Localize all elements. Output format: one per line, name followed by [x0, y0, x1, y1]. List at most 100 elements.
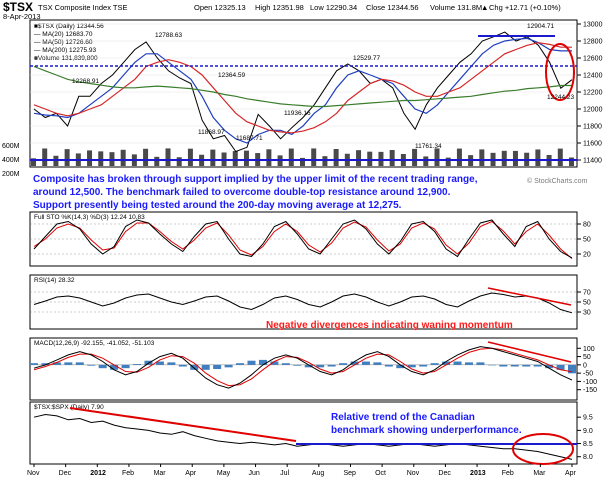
- x-tick-9: Aug: [312, 470, 325, 477]
- volume-bar: [569, 157, 574, 166]
- price-tick-0: 13000: [583, 22, 603, 29]
- macd-histogram-bar: [213, 364, 222, 369]
- volume-bar: [445, 157, 451, 166]
- sto-tick-1: 50: [583, 237, 591, 244]
- macd-line: [33, 346, 573, 389]
- x-tick-2: 2012: [90, 470, 106, 477]
- callout-line-3: Support presently being tested around th…: [33, 200, 402, 211]
- macd-histogram-bar: [350, 361, 359, 365]
- macd-histogram-bar: [407, 364, 416, 368]
- open-value: Open 12325.13: [194, 3, 246, 12]
- chart-symbol: $TSX: [3, 0, 33, 14]
- macd-signal-line: [33, 347, 573, 387]
- rel-tick-0: 9.5: [583, 415, 593, 422]
- legend-volume: ■Volume 131,839,800: [34, 55, 98, 62]
- macd-tick-2: 0: [583, 362, 587, 369]
- sto-d-line: [33, 220, 573, 259]
- rel-callout-line-1: Relative trend of the Canadian: [331, 412, 475, 423]
- x-tick-6: May: [217, 470, 231, 477]
- macd-histogram-bar: [464, 362, 473, 365]
- volume-bar: [479, 149, 485, 166]
- rsi-tick-2: 30: [583, 310, 591, 317]
- price-lines: [33, 31, 573, 153]
- price-label-12904: 12904.71: [527, 23, 554, 30]
- macd-histogram-bar: [304, 364, 313, 368]
- rsi-title: RSI(14) 28.32: [34, 277, 75, 284]
- volume-bar: [154, 156, 160, 166]
- x-tick-8: Jul: [280, 470, 289, 477]
- macd-histogram-bar: [52, 362, 61, 365]
- price-grid: [30, 23, 577, 161]
- macd-histogram-bar: [236, 363, 245, 365]
- macd-histogram-bar: [201, 364, 210, 370]
- macd-histogram-bar: [453, 361, 462, 365]
- price-label-11936: 11936.16: [284, 110, 311, 117]
- legend-main: ■$TSX (Daily) 12344.56: [34, 23, 104, 30]
- rsi-tick-0: 70: [583, 290, 591, 297]
- price-tick-6: 11800: [583, 124, 602, 131]
- macd-histogram-bar: [419, 364, 428, 367]
- change-marker: ▲: [481, 3, 488, 12]
- volume-bar: [300, 157, 305, 166]
- x-tick-15: Feb: [502, 470, 514, 477]
- macd-histogram-bar: [373, 362, 382, 365]
- vol-tick-600m: 600M: [2, 143, 20, 150]
- x-tick-3: Feb: [122, 470, 134, 477]
- volume-bar: [243, 150, 249, 166]
- rsi-callout: Negative divergences indicating waning m…: [266, 320, 513, 331]
- macd-histogram-bar: [545, 364, 554, 369]
- macd-histogram-bar: [316, 364, 325, 368]
- volume-bar: [512, 150, 518, 166]
- macd-histogram-bar: [190, 364, 199, 370]
- volume-bar: [31, 158, 36, 166]
- volume-bar: [187, 148, 193, 166]
- volume-bar: [456, 148, 462, 166]
- vol-tick-400m: 400M: [2, 157, 20, 164]
- volume-bar: [64, 149, 70, 166]
- price-label-12788: 12788.63: [155, 32, 182, 39]
- volume-bar: [557, 148, 563, 166]
- callout-line-2: around 12,500. The benchmark failed to o…: [33, 187, 451, 198]
- price-tick-5: 12000: [583, 107, 603, 114]
- volume-bar: [322, 156, 328, 166]
- rel-tick-1: 9.0: [583, 428, 593, 435]
- x-tick-13: Dec: [438, 470, 451, 477]
- sto-k-line: [33, 219, 573, 259]
- macd-histogram-bar: [247, 360, 256, 365]
- macd-histogram-bar: [281, 363, 290, 365]
- macd-tick-5: -150: [583, 387, 597, 394]
- rel-line: [33, 413, 573, 460]
- price-y-ticks: 13000 12800 12600 12400 12200 12000 11800 11600…: [577, 22, 603, 165]
- volume-bar: [423, 156, 429, 166]
- price-panel-frame: [29, 19, 578, 168]
- macd-histogram-bar: [75, 362, 84, 365]
- rsi-layer: 70 50 30: [30, 290, 591, 317]
- x-tick-4: Mar: [154, 470, 167, 477]
- rel-circle: [512, 433, 574, 465]
- macd-divergence-line: [487, 341, 572, 363]
- rsi-line: [33, 292, 573, 314]
- rsi-tick-1: 50: [583, 300, 591, 307]
- macd-histogram-bar: [224, 364, 233, 368]
- macd-title: MACD(12,26,9) -92.155, -41.052, -51.103: [34, 340, 155, 347]
- price-label-12364: 12364.59: [218, 72, 245, 79]
- macd-histogram-bar: [487, 364, 496, 366]
- volume-bar: [434, 148, 440, 166]
- ma200-line: [33, 65, 572, 108]
- macd-tick-0: 100: [583, 346, 595, 353]
- volume-bar: [87, 150, 93, 166]
- macd-histogram-bar: [64, 362, 73, 365]
- price-label-12268: 12268.91: [72, 78, 99, 85]
- price-series-line: [33, 31, 573, 153]
- macd-histogram-bar: [155, 361, 164, 365]
- macd-histogram-bar: [110, 364, 119, 370]
- price-label-11687: 11687.71: [236, 135, 263, 142]
- high-value: High 12351.98: [255, 3, 304, 12]
- rel-downtrend-line: [69, 407, 297, 442]
- breakdown-circle: [545, 43, 575, 101]
- sto-layer: 80 50 20: [30, 219, 591, 259]
- macd-histogram-bar: [568, 364, 576, 374]
